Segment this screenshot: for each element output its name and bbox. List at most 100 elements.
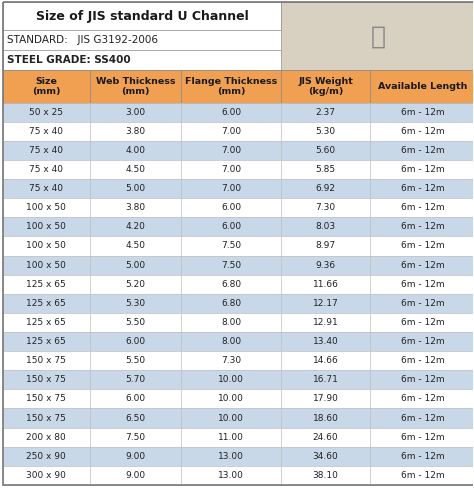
Text: 100 x 50: 100 x 50: [27, 223, 66, 232]
Text: 75 x 40: 75 x 40: [29, 127, 64, 136]
Text: 13.00: 13.00: [218, 452, 244, 461]
Text: 50 x 25: 50 x 25: [29, 108, 64, 117]
Bar: [181, 370, 281, 389]
Bar: [281, 2, 370, 30]
Bar: [90, 294, 181, 313]
Bar: [281, 122, 370, 141]
Text: 6m - 12m: 6m - 12m: [401, 223, 445, 232]
Text: 5.60: 5.60: [316, 146, 336, 155]
Bar: [90, 370, 181, 389]
Bar: [90, 255, 181, 275]
Bar: [370, 2, 474, 30]
Text: 7.00: 7.00: [221, 184, 241, 193]
Bar: [281, 179, 370, 198]
Bar: [370, 313, 474, 332]
Text: 6.80: 6.80: [221, 299, 241, 308]
Bar: [370, 255, 474, 275]
Text: 34.60: 34.60: [313, 452, 338, 461]
Bar: [281, 217, 370, 237]
Text: 125 x 65: 125 x 65: [27, 299, 66, 308]
Bar: [181, 122, 281, 141]
Bar: [281, 313, 370, 332]
Bar: [370, 179, 474, 198]
Bar: [181, 237, 281, 255]
Bar: [90, 332, 181, 351]
Text: 6m - 12m: 6m - 12m: [401, 146, 445, 155]
Bar: [281, 255, 370, 275]
Bar: [181, 179, 281, 198]
Bar: [90, 141, 181, 160]
Bar: [2, 179, 90, 198]
Bar: [2, 351, 90, 370]
Bar: [90, 428, 181, 447]
Bar: [90, 313, 181, 332]
Text: 9.00: 9.00: [125, 452, 146, 461]
Text: 6.92: 6.92: [316, 184, 336, 193]
Bar: [2, 103, 90, 122]
Text: 6m - 12m: 6m - 12m: [401, 280, 445, 289]
Bar: [281, 351, 370, 370]
Bar: [90, 122, 181, 141]
Text: 9.36: 9.36: [316, 260, 336, 269]
Text: 5.30: 5.30: [316, 127, 336, 136]
Bar: [90, 466, 181, 485]
Text: 4.50: 4.50: [126, 242, 146, 250]
Text: 6.50: 6.50: [125, 413, 146, 422]
Text: 5.50: 5.50: [125, 356, 146, 365]
Bar: [2, 141, 90, 160]
Text: 6m - 12m: 6m - 12m: [401, 433, 445, 442]
Text: 14.66: 14.66: [313, 356, 338, 365]
Text: 6m - 12m: 6m - 12m: [401, 356, 445, 365]
Bar: [2, 408, 90, 428]
Bar: [281, 2, 474, 70]
Bar: [2, 313, 90, 332]
Text: 6m - 12m: 6m - 12m: [401, 260, 445, 269]
Bar: [281, 332, 370, 351]
Text: 100 x 50: 100 x 50: [27, 260, 66, 269]
Bar: [370, 70, 474, 103]
Text: 125 x 65: 125 x 65: [27, 337, 66, 346]
Bar: [181, 255, 281, 275]
Bar: [2, 70, 90, 103]
Bar: [281, 275, 370, 294]
Bar: [281, 466, 370, 485]
Text: 3.80: 3.80: [125, 203, 146, 212]
Text: 5.70: 5.70: [125, 375, 146, 384]
Bar: [2, 275, 90, 294]
Text: 7.30: 7.30: [221, 356, 241, 365]
Text: 6m - 12m: 6m - 12m: [401, 318, 445, 327]
Text: 6.00: 6.00: [221, 108, 241, 117]
Text: 13.00: 13.00: [218, 471, 244, 480]
Bar: [181, 313, 281, 332]
Bar: [281, 237, 370, 255]
Text: 100 x 50: 100 x 50: [27, 203, 66, 212]
Text: 6m - 12m: 6m - 12m: [401, 299, 445, 308]
Text: Available Length: Available Length: [378, 82, 467, 91]
Bar: [2, 466, 90, 485]
Bar: [181, 466, 281, 485]
Bar: [281, 370, 370, 389]
Bar: [90, 103, 181, 122]
Bar: [2, 255, 90, 275]
Bar: [2, 237, 90, 255]
Text: JIS Weight
(kg/m): JIS Weight (kg/m): [298, 77, 353, 96]
Bar: [181, 332, 281, 351]
Bar: [181, 428, 281, 447]
Bar: [181, 198, 281, 217]
Text: 6m - 12m: 6m - 12m: [401, 184, 445, 193]
Text: 8.97: 8.97: [316, 242, 336, 250]
Text: Flange Thickness
(mm): Flange Thickness (mm): [185, 77, 277, 96]
Bar: [90, 408, 181, 428]
Text: 75 x 40: 75 x 40: [29, 165, 64, 174]
Bar: [281, 447, 370, 466]
Text: 3.00: 3.00: [125, 108, 146, 117]
Bar: [281, 428, 370, 447]
Text: 6m - 12m: 6m - 12m: [401, 471, 445, 480]
Bar: [370, 122, 474, 141]
Text: Size of JIS standard U Channel: Size of JIS standard U Channel: [36, 9, 248, 22]
Text: 24.60: 24.60: [313, 433, 338, 442]
Bar: [281, 70, 370, 103]
Bar: [90, 389, 181, 408]
Text: 4.20: 4.20: [126, 223, 146, 232]
Bar: [2, 447, 90, 466]
